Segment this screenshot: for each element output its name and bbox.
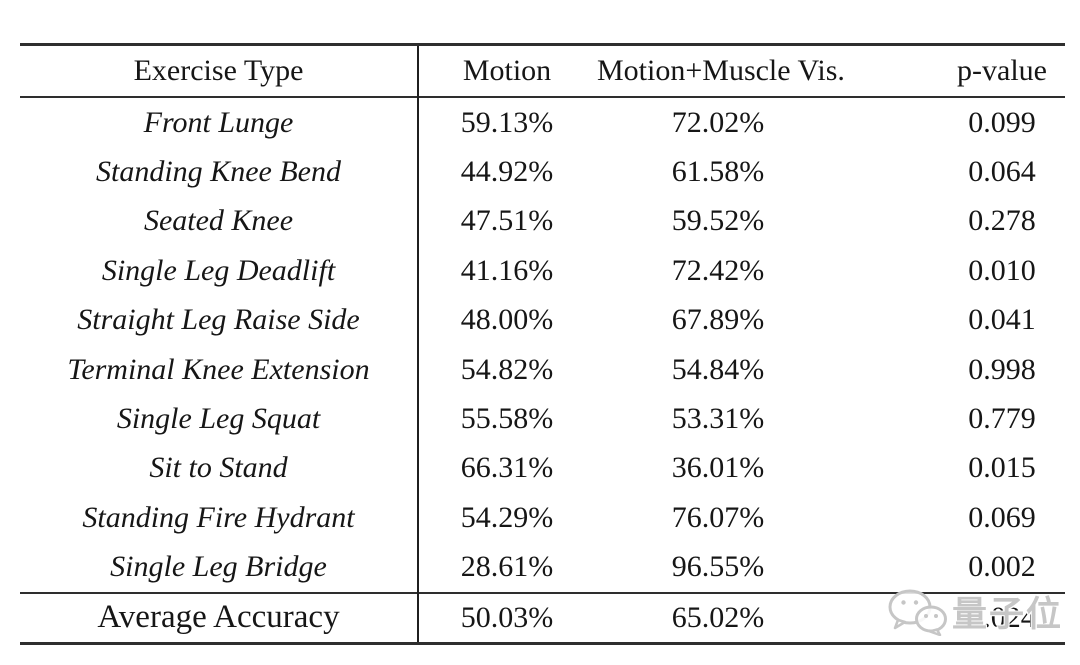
p-value: 0.015	[968, 451, 1036, 485]
exercise-name: Single Leg Deadlift	[101, 253, 336, 287]
motion-muscle-value: 59.52%	[671, 204, 765, 238]
column-header-exercise-type: Exercise Type	[133, 54, 304, 87]
p-value: 0.069	[968, 500, 1036, 534]
exercise-name: Sit to Stand	[149, 451, 288, 485]
motion-muscle-value: 72.02%	[671, 105, 765, 139]
p-value: 0.278	[968, 204, 1036, 238]
motion-value: 54.29%	[460, 500, 554, 534]
table-row: Single Leg Bridge 28.61% 96.55% 0.002	[20, 543, 1065, 592]
table-row: Single Leg Squat 55.58% 53.31% 0.779	[20, 394, 1065, 443]
motion-muscle-value: 72.42%	[671, 253, 765, 287]
p-value: 0.998	[968, 352, 1036, 386]
motion-value: 28.61%	[460, 550, 554, 584]
exercise-name: Single Leg Squat	[116, 402, 321, 436]
motion-value: 48.00%	[460, 303, 554, 337]
motion-muscle-value: 96.55%	[671, 550, 765, 584]
column-header-p-value: p-value	[957, 54, 1047, 87]
table-row: Standing Fire Hydrant 54.29% 76.07% 0.06…	[20, 493, 1065, 542]
exercise-name: Terminal Knee Extension	[67, 352, 370, 386]
motion-value: 54.82%	[460, 352, 554, 386]
motion-value: 55.58%	[460, 402, 554, 436]
exercise-name: Seated Knee	[143, 204, 294, 238]
motion-muscle-value: 36.01%	[671, 451, 765, 485]
p-value: 0.064	[968, 155, 1036, 189]
motion-muscle-value: 76.07%	[671, 500, 765, 534]
motion-value: 41.16%	[460, 253, 554, 287]
exercise-name: Straight Leg Raise Side	[77, 303, 360, 337]
column-header-motion: Motion	[462, 54, 552, 87]
p-value: 0.041	[968, 303, 1036, 337]
exercise-name: Front Lunge	[143, 105, 294, 139]
table-row: Standing Knee Bend 44.92% 61.58% 0.064	[20, 147, 1065, 196]
average-p-value: 0.024	[968, 600, 1036, 634]
table-row: Straight Leg Raise Side 48.00% 67.89% 0.…	[20, 296, 1065, 345]
motion-value: 59.13%	[460, 105, 554, 139]
table-row: Sit to Stand 66.31% 36.01% 0.015	[20, 444, 1065, 493]
exercise-name: Single Leg Bridge	[110, 550, 327, 584]
motion-muscle-value: 53.31%	[671, 402, 765, 436]
exercise-name: Standing Fire Hydrant	[82, 500, 355, 534]
p-value: 0.010	[968, 253, 1036, 287]
table-row: Seated Knee 47.51% 59.52% 0.278	[20, 197, 1065, 246]
column-divider-line	[417, 46, 419, 642]
average-motion-muscle-value: 65.02%	[671, 600, 765, 634]
table-footer-row: Average Accuracy 50.03% 65.02% 0.024	[20, 591, 1065, 642]
table-row: Front Lunge 59.13% 72.02% 0.099	[20, 98, 1065, 147]
average-motion-value: 50.03%	[460, 600, 554, 634]
motion-value: 44.92%	[460, 155, 554, 189]
motion-value: 47.51%	[460, 204, 554, 238]
table-header-row: Exercise Type Motion Motion+Muscle Vis. …	[20, 46, 1065, 98]
p-value: 0.779	[968, 402, 1036, 436]
p-value: 0.099	[968, 105, 1036, 139]
exercise-name: Standing Knee Bend	[96, 155, 341, 189]
table-row: Terminal Knee Extension 54.82% 54.84% 0.…	[20, 345, 1065, 394]
average-accuracy-label: Average Accuracy	[97, 599, 340, 636]
motion-muscle-value: 61.58%	[671, 155, 765, 189]
p-value: 0.002	[968, 550, 1036, 584]
table-row: Single Leg Deadlift 41.16% 72.42% 0.010	[20, 246, 1065, 295]
motion-muscle-value: 67.89%	[671, 303, 765, 337]
motion-value: 66.31%	[460, 451, 554, 485]
results-table: Exercise Type Motion Motion+Muscle Vis. …	[20, 43, 1065, 645]
motion-muscle-value: 54.84%	[671, 352, 765, 386]
column-header-motion-muscle-vis: Motion+Muscle Vis.	[597, 54, 845, 87]
